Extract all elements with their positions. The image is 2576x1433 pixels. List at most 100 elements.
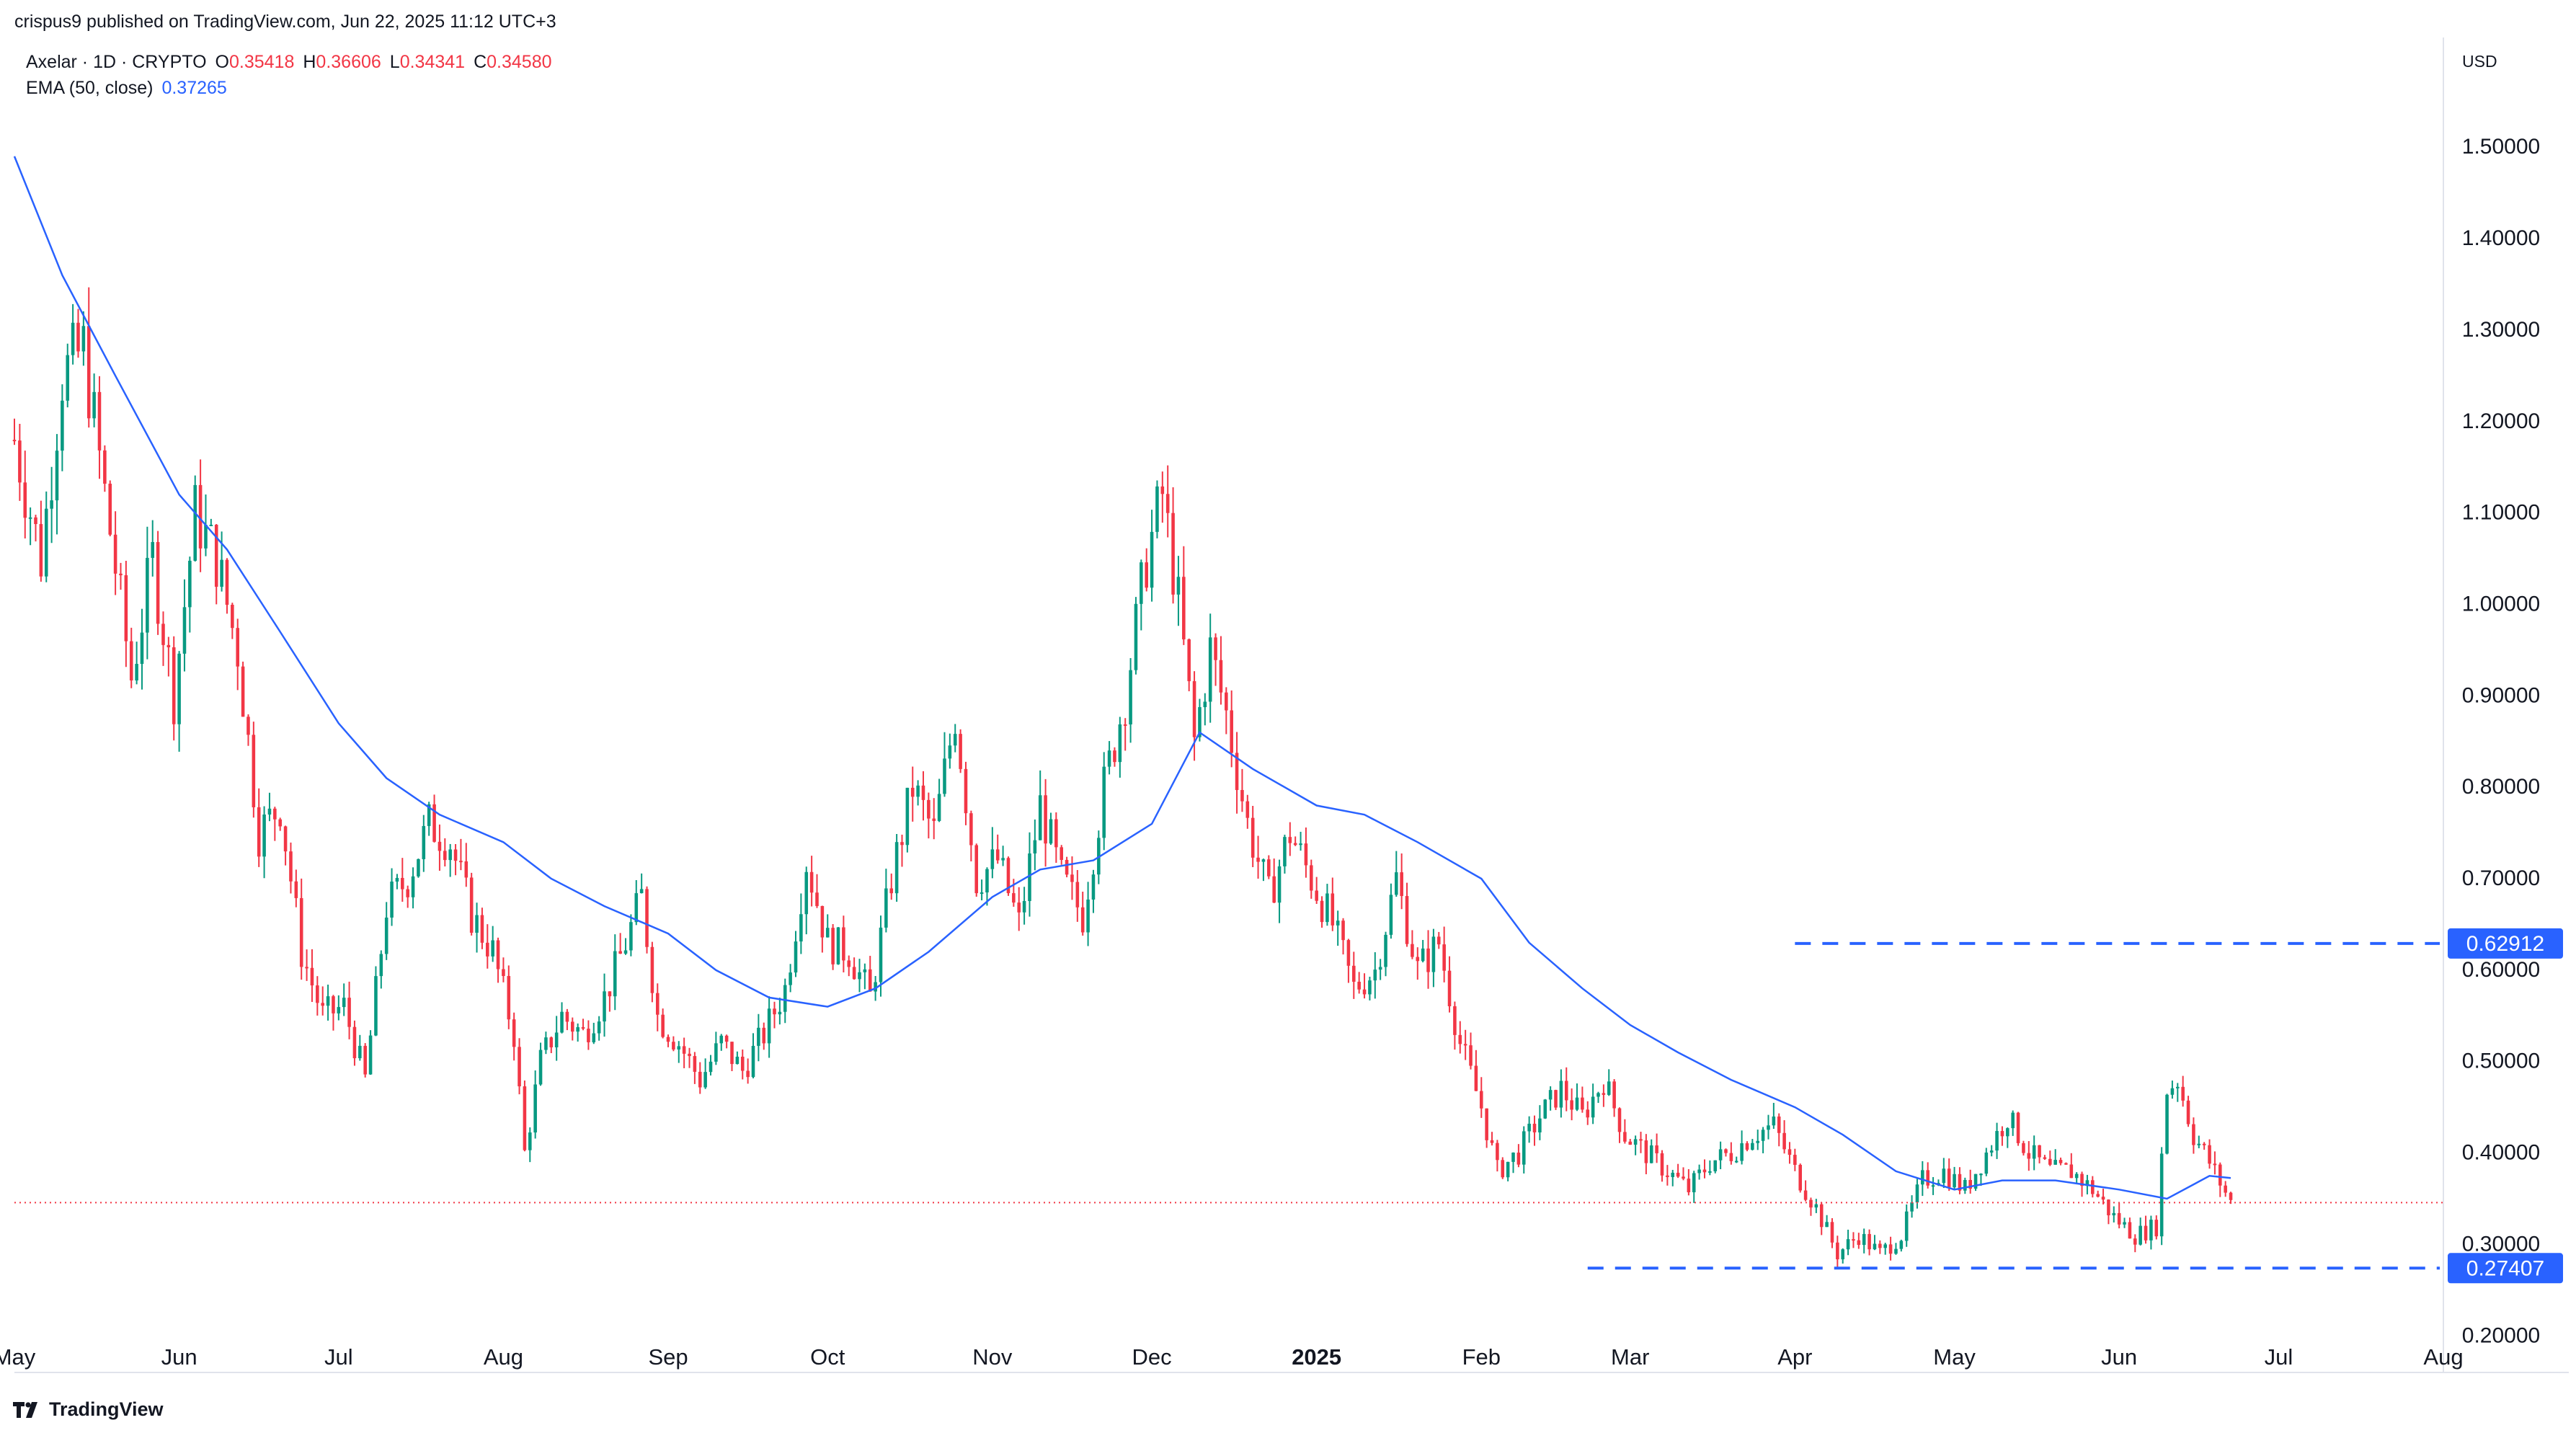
y-tick-label: 1.00000: [2462, 592, 2540, 616]
candle-body: [1357, 981, 1361, 990]
candle-body: [395, 877, 399, 882]
candle-body: [682, 1046, 686, 1054]
candle-body: [119, 573, 123, 576]
ema-label[interactable]: EMA (50, close): [26, 78, 154, 98]
high-group: H0.36606: [303, 49, 381, 75]
candle-body: [809, 871, 814, 893]
candle-body: [1586, 1109, 1590, 1118]
x-tick-label: Aug: [484, 1344, 523, 1370]
candle-body: [724, 1035, 729, 1042]
candle-body: [1436, 936, 1441, 945]
plot-area: [14, 37, 2443, 1372]
candle-body: [305, 967, 308, 969]
candle-body: [884, 888, 888, 928]
candle-body: [1915, 1184, 1919, 1203]
candle-body: [1718, 1149, 1723, 1161]
candle-body: [916, 785, 920, 797]
candle-body: [1091, 874, 1096, 900]
candle-body: [28, 517, 32, 519]
candle-body: [868, 969, 872, 992]
symbol-title[interactable]: Axelar · 1D · CRYPTO: [26, 52, 207, 72]
currency-label[interactable]: USD: [2462, 52, 2497, 71]
candle-body: [1426, 948, 1430, 972]
candle-body: [1910, 1202, 1914, 1212]
candle-body: [560, 1011, 564, 1033]
candle-body: [406, 889, 409, 897]
candle-body: [623, 950, 628, 954]
x-tick-label: Dec: [1132, 1344, 1172, 1370]
candle-body: [1187, 639, 1191, 681]
candle-body: [613, 951, 617, 997]
candle-body: [783, 985, 787, 1012]
y-tick-label: 0.50000: [2462, 1050, 2540, 1073]
candle-body: [1836, 1242, 1839, 1260]
candle-body: [12, 440, 17, 442]
candle-body: [1288, 837, 1292, 843]
candle-body: [491, 940, 494, 957]
candle-body: [1506, 1161, 1510, 1178]
candle-body: [2218, 1164, 2222, 1186]
candle-body: [1596, 1093, 1600, 1097]
tradingview-logo-icon: [13, 1401, 37, 1418]
candle-body: [289, 851, 293, 882]
level-label: 0.27407: [2466, 1256, 2544, 1280]
tradingview-branding[interactable]: TradingView: [13, 1398, 164, 1421]
candle-body: [1644, 1140, 1648, 1163]
candle-body: [576, 1027, 579, 1032]
candle-body: [1756, 1140, 1760, 1143]
candle-body: [294, 881, 298, 898]
candle-body: [2091, 1180, 2095, 1194]
x-tick-label: May: [1933, 1344, 1976, 1370]
candle-body: [1208, 637, 1212, 702]
candle-body: [1623, 1132, 1627, 1142]
candle-body: [1655, 1145, 1658, 1153]
candle-body: [1581, 1097, 1584, 1110]
candle-body: [278, 819, 282, 827]
candle-body: [974, 845, 979, 894]
candle-body: [1485, 1108, 1488, 1140]
candle-body: [1346, 940, 1351, 966]
candle-body: [1192, 680, 1196, 737]
candle-body: [1740, 1143, 1744, 1161]
candle-body: [475, 915, 479, 933]
candle-body: [1538, 1118, 1542, 1132]
candle-body: [262, 815, 266, 857]
candle-body: [1931, 1185, 1935, 1187]
y-tick-label: 0.30000: [2462, 1232, 2540, 1256]
candle-body: [597, 1021, 601, 1034]
candle-body: [953, 734, 957, 746]
candle-body: [1995, 1131, 1999, 1151]
candle-body: [1682, 1176, 1685, 1179]
y-tick-label: 1.20000: [2462, 409, 2540, 433]
candle-body: [512, 1019, 516, 1047]
candle-body: [1075, 882, 1080, 908]
candle-body: [214, 524, 218, 587]
candle-body: [1304, 843, 1308, 866]
candle-body: [273, 808, 277, 820]
candle-body: [730, 1042, 734, 1065]
candle-body: [44, 508, 48, 577]
x-tick-label: Apr: [1777, 1344, 1812, 1370]
candle-body: [655, 993, 659, 1015]
candle-body: [81, 326, 86, 352]
candle-body: [1963, 1180, 1967, 1191]
candle-body: [146, 557, 149, 633]
y-tick-label: 0.60000: [2462, 958, 2540, 982]
candle-body: [2133, 1238, 2137, 1245]
candle-body: [1894, 1248, 1898, 1254]
candle-body: [1256, 857, 1260, 862]
candle-body: [815, 892, 819, 906]
candle-body: [2128, 1222, 2132, 1239]
candle-body: [267, 808, 272, 815]
y-tick-label: 0.80000: [2462, 775, 2540, 799]
candle-body: [1692, 1173, 1696, 1193]
candle-body: [634, 893, 639, 923]
candle-body: [1469, 1045, 1473, 1066]
candle-body: [1921, 1170, 1924, 1185]
levels-layer: 0.62912 0.27407: [14, 928, 2563, 1284]
candle-body: [1867, 1233, 1871, 1250]
low-value: 0.34341: [399, 52, 466, 72]
candle-body: [209, 524, 213, 526]
x-tick-label: Jun: [2101, 1344, 2137, 1370]
